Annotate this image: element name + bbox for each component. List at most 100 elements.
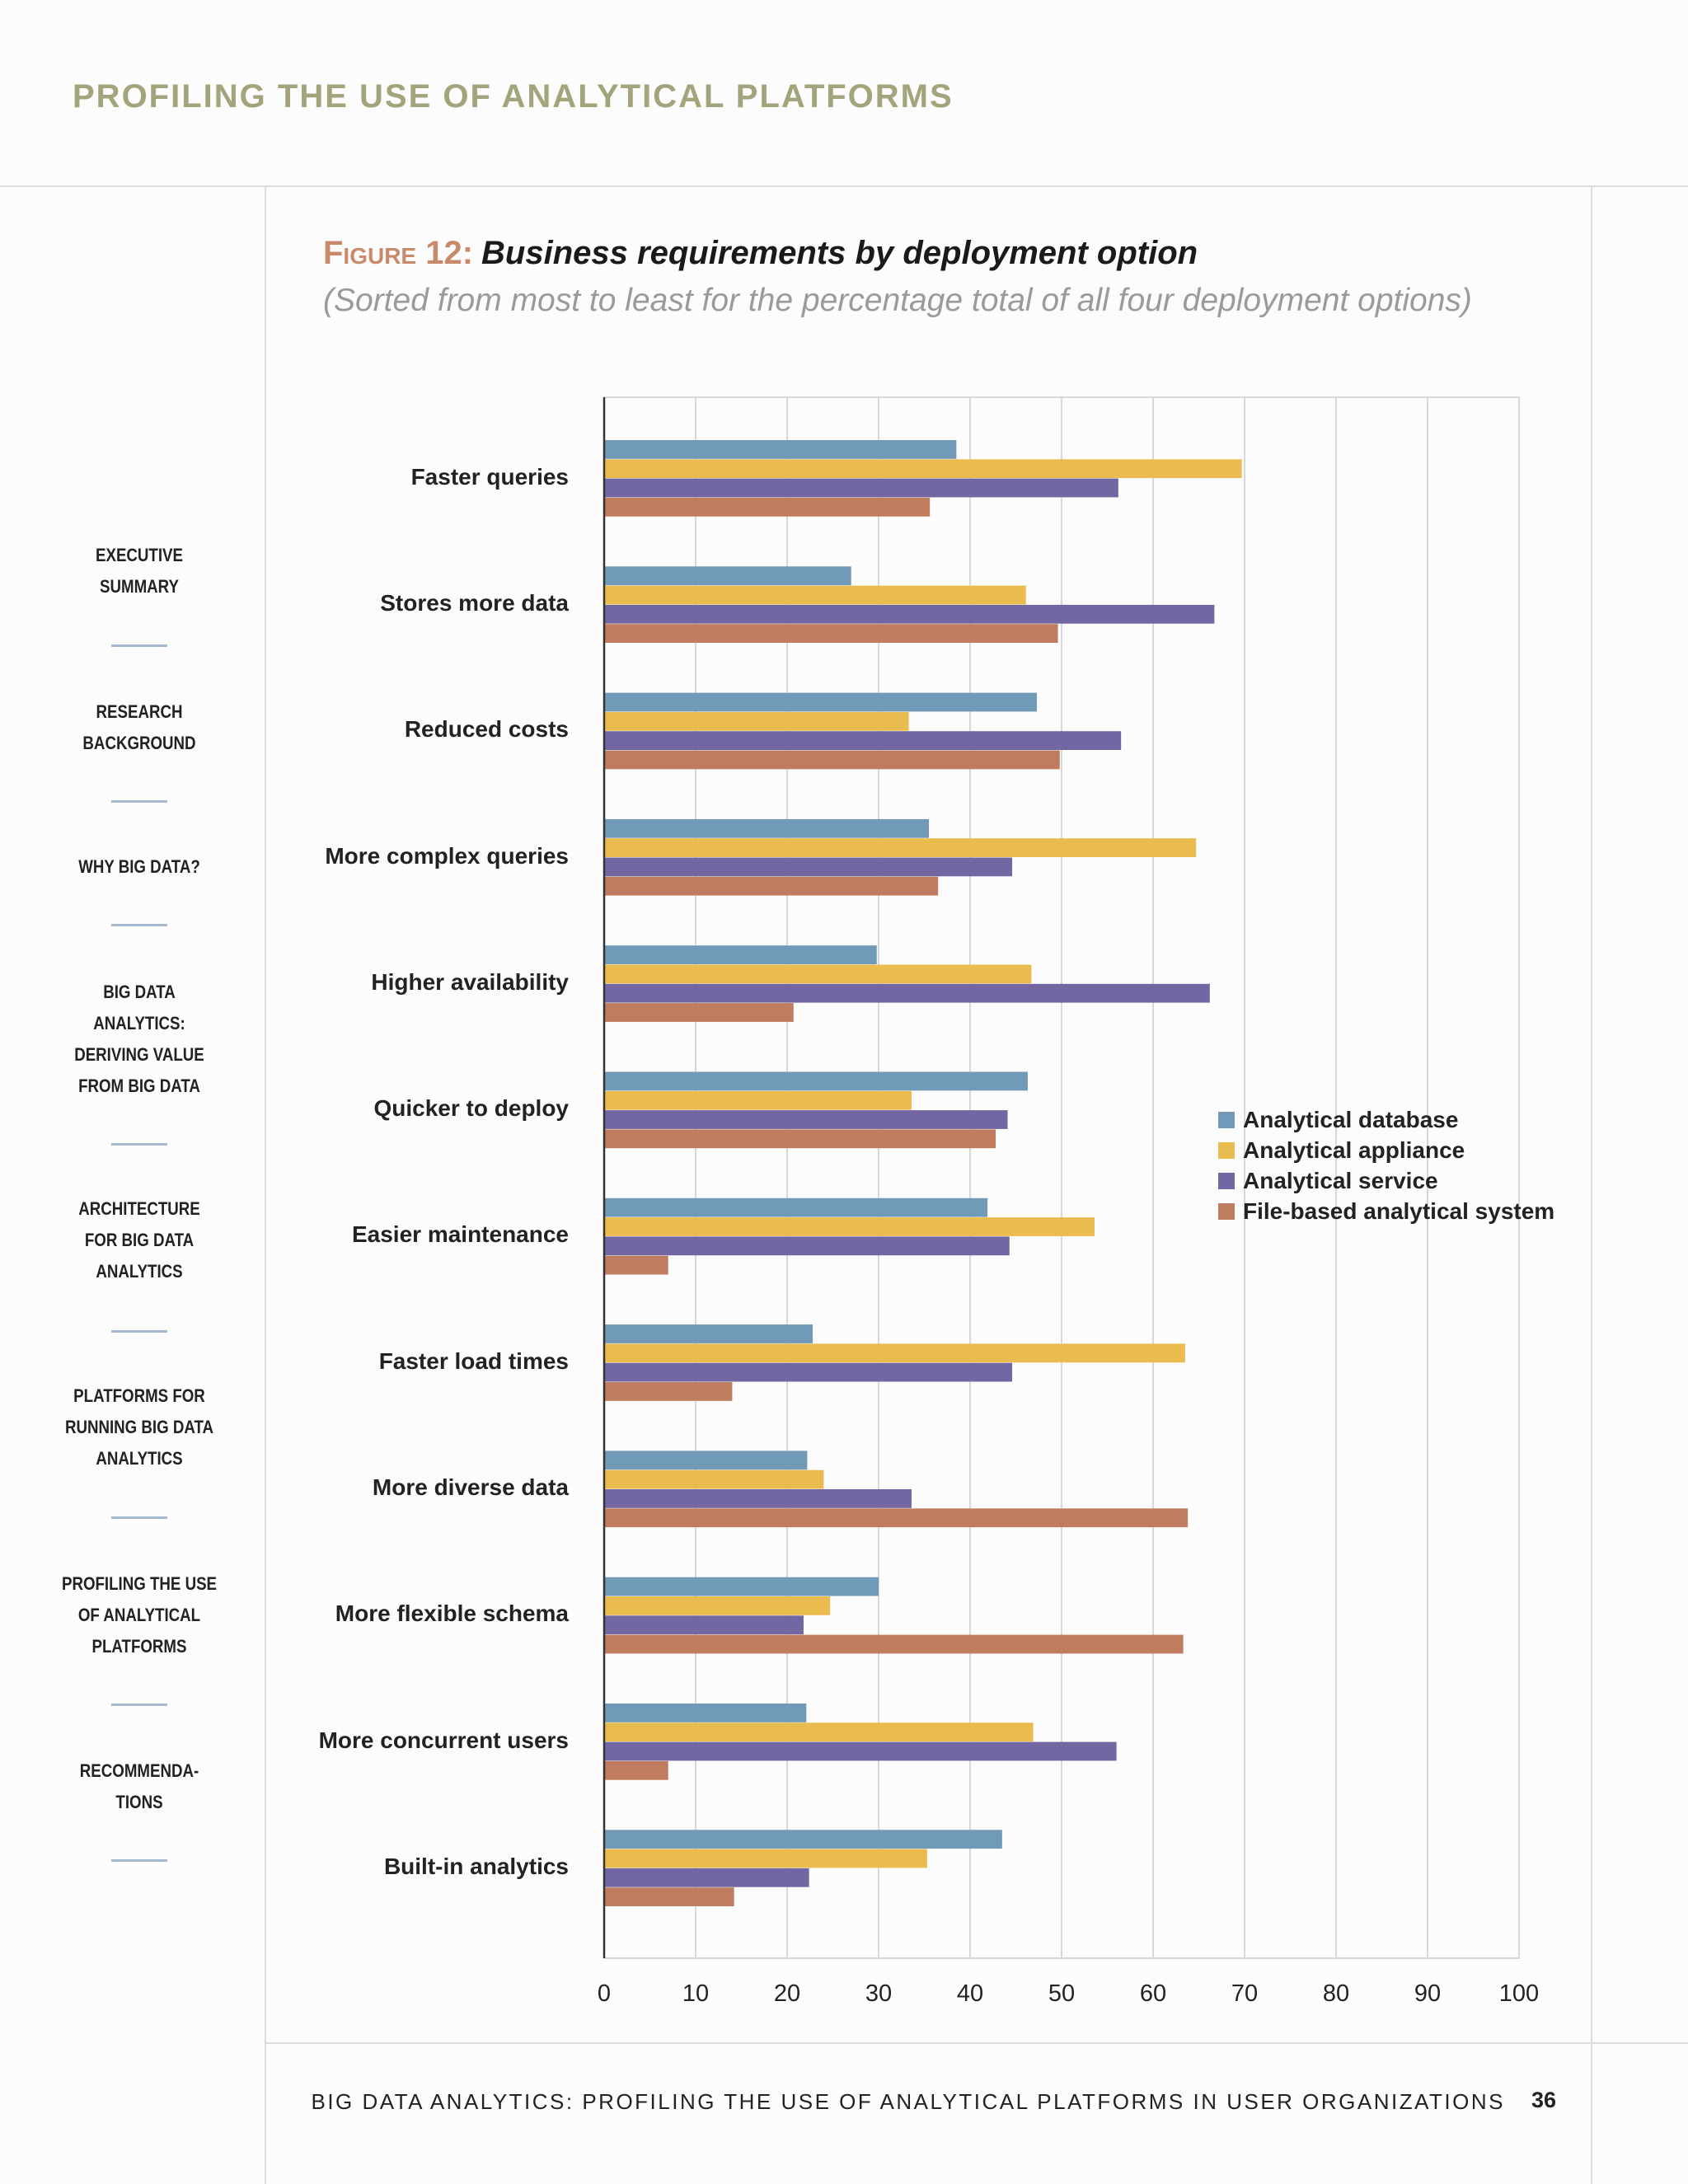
bar-analytical-service bbox=[604, 1110, 1008, 1129]
x-tick-label: 30 bbox=[865, 1980, 893, 2007]
sidebar-item[interactable]: RECOMMENDA- TIONS bbox=[49, 1755, 229, 1818]
bar-file-based-analytical-system bbox=[604, 624, 1058, 643]
bar-file-based-analytical-system bbox=[604, 1634, 1184, 1654]
bar-analytical-appliance bbox=[604, 1469, 824, 1489]
bar-file-based-analytical-system bbox=[604, 1887, 734, 1906]
category-label: Higher availability bbox=[371, 968, 569, 995]
sidebar-item-line: PLATFORMS FOR bbox=[73, 1385, 205, 1406]
bar-analytical-database bbox=[604, 566, 851, 586]
sidebar-divider-line bbox=[111, 1143, 167, 1146]
sidebar-item-line: ANALYTICS bbox=[96, 1448, 183, 1469]
bar-analytical-service bbox=[604, 1362, 1013, 1382]
x-tick-label: 60 bbox=[1139, 1980, 1167, 2007]
bar-analytical-database bbox=[604, 1451, 808, 1470]
x-tick-label: 10 bbox=[682, 1980, 710, 2007]
sidebar-item-line: ANALYTICS: bbox=[93, 1013, 185, 1033]
sidebar-item-line: PLATFORMS bbox=[91, 1636, 187, 1657]
bar-analytical-database bbox=[604, 818, 930, 838]
sidebar-divider bbox=[265, 186, 266, 2184]
sidebar-item[interactable]: ARCHITECTURE FOR BIG DATA ANALYTICS bbox=[49, 1193, 229, 1287]
x-tick-label: 0 bbox=[597, 1980, 612, 2007]
bar-file-based-analytical-system bbox=[604, 750, 1060, 770]
x-tick-label: 20 bbox=[773, 1980, 801, 2007]
category-label: Faster queries bbox=[410, 463, 569, 490]
sidebar-item-line: SUMMARY bbox=[100, 576, 179, 597]
legend-item: Analytical database bbox=[1218, 1104, 1458, 1135]
bar-analytical-service bbox=[604, 1615, 804, 1635]
category-label: Faster load times bbox=[378, 1347, 569, 1374]
legend-swatch bbox=[1218, 1141, 1235, 1159]
sidebar-item-line: RESEARCH bbox=[96, 701, 183, 722]
sidebar-item-line: BACKGROUND bbox=[82, 733, 196, 753]
sidebar-item[interactable]: EXECUTIVE SUMMARY bbox=[49, 540, 229, 602]
figure-subtitle: (Sorted from most to least for the perce… bbox=[323, 283, 1472, 318]
category-label: Quicker to deploy bbox=[373, 1095, 570, 1122]
sidebar-divider-line bbox=[111, 800, 167, 803]
sidebar-item-line: ARCHITECTURE bbox=[78, 1198, 200, 1219]
sidebar-item-line: EXECUTIVE bbox=[95, 545, 183, 565]
bar-file-based-analytical-system bbox=[604, 497, 931, 517]
category-label: Stores more data bbox=[380, 589, 569, 616]
bar-analytical-appliance bbox=[604, 1217, 1095, 1236]
sidebar-item-line: ANALYTICS bbox=[96, 1261, 183, 1282]
bar-file-based-analytical-system bbox=[604, 1508, 1189, 1528]
header-divider bbox=[0, 185, 1688, 187]
legend-swatch bbox=[1218, 1111, 1235, 1128]
legend-label: Analytical database bbox=[1243, 1106, 1459, 1132]
sidebar-divider-line bbox=[111, 1704, 167, 1706]
bar-analytical-appliance bbox=[604, 1849, 927, 1868]
category-label: Reduced costs bbox=[404, 716, 569, 743]
sidebar-item-line: PROFILING THE USE bbox=[61, 1573, 218, 1594]
legend-swatch bbox=[1218, 1172, 1235, 1189]
bar-analytical-database bbox=[604, 1197, 988, 1217]
bar-analytical-service bbox=[604, 857, 1013, 877]
x-tick-label: 50 bbox=[1048, 1980, 1076, 2007]
x-tick-label: 70 bbox=[1231, 1980, 1259, 2007]
sidebar-item[interactable]: PROFILING THE USE OF ANALYTICAL PLATFORMS bbox=[49, 1568, 229, 1662]
footer-text: BIG DATA ANALYTICS: PROFILING THE USE OF… bbox=[311, 2089, 1505, 2114]
bar-file-based-analytical-system bbox=[604, 1003, 794, 1022]
legend-swatch bbox=[1218, 1202, 1235, 1220]
sidebar-divider-line bbox=[111, 1859, 167, 1862]
bar-file-based-analytical-system bbox=[604, 1760, 668, 1780]
sidebar-item-line: TIONS bbox=[115, 1792, 163, 1812]
legend-item: Analytical service bbox=[1218, 1165, 1438, 1196]
legend-label: Analytical appliance bbox=[1243, 1137, 1465, 1163]
bar-analytical-database bbox=[604, 1704, 807, 1722]
legend-label: File-based analytical system bbox=[1243, 1197, 1555, 1224]
right-divider bbox=[1591, 186, 1592, 2184]
category-label: Built-in analytics bbox=[383, 1853, 569, 1879]
bar-analytical-appliance bbox=[604, 1343, 1185, 1363]
legend-item: Analytical appliance bbox=[1218, 1135, 1465, 1165]
bar-analytical-appliance bbox=[604, 964, 1032, 984]
sidebar-item[interactable]: WHY BIG DATA? bbox=[49, 851, 229, 883]
sidebar-divider-line bbox=[111, 924, 167, 926]
bar-analytical-database bbox=[604, 440, 957, 459]
bar-analytical-service bbox=[604, 983, 1210, 1003]
bar-analytical-service bbox=[604, 1489, 912, 1508]
bar-file-based-analytical-system bbox=[604, 876, 939, 896]
bar-analytical-service bbox=[604, 604, 1215, 624]
x-tick-label: 100 bbox=[1498, 1980, 1540, 2007]
figure-title-text: Business requirements by deployment opti… bbox=[481, 235, 1198, 271]
sidebar-item[interactable]: RESEARCH BACKGROUND bbox=[49, 696, 229, 759]
bar-file-based-analytical-system bbox=[604, 1129, 996, 1149]
bar-file-based-analytical-system bbox=[604, 1382, 733, 1401]
sidebar-item-line: RECOMMENDA- bbox=[79, 1760, 199, 1781]
x-tick-label: 90 bbox=[1414, 1980, 1442, 2007]
page-number: 36 bbox=[1531, 2088, 1557, 2112]
bar-analytical-appliance bbox=[604, 1722, 1034, 1742]
bar-file-based-analytical-system bbox=[604, 1255, 668, 1275]
bar-analytical-service bbox=[604, 1236, 1010, 1256]
footer-divider bbox=[265, 2042, 1688, 2044]
bar-analytical-database bbox=[604, 1577, 879, 1596]
bar-analytical-database bbox=[604, 692, 1038, 712]
bar-analytical-database bbox=[604, 945, 877, 964]
sidebar-item[interactable]: BIG DATA ANALYTICS: DERIVING VALUE FROM BIG… bbox=[49, 977, 229, 1102]
category-label: More complex queries bbox=[325, 842, 569, 869]
sidebar-item-line: FOR BIG DATA bbox=[84, 1230, 195, 1250]
category-label: More diverse data bbox=[372, 1474, 569, 1500]
sidebar-item[interactable]: PLATFORMS FOR RUNNING BIG DATA ANALYTICS bbox=[49, 1380, 229, 1474]
